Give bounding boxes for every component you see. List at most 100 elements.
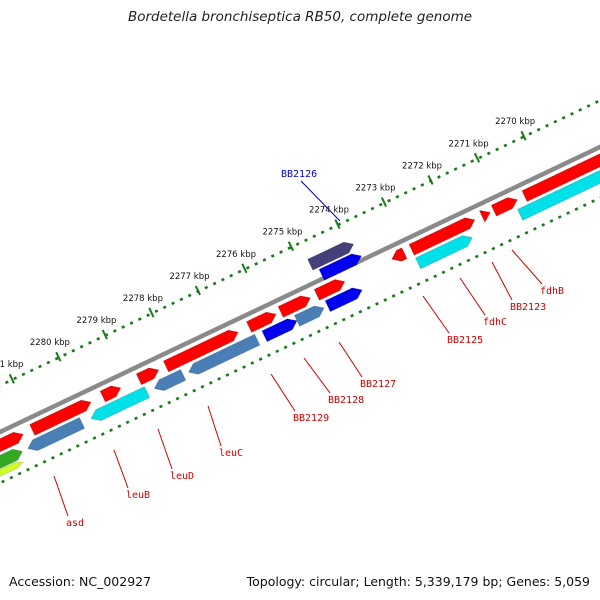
inner-scale-dot [300, 337, 305, 342]
inner-scale-dot [358, 309, 363, 314]
inner-scale-dot [316, 329, 321, 334]
map-title: Bordetella bronchiseptica RB50, complete… [127, 9, 473, 25]
outer-scale-dot [312, 234, 317, 239]
outer-scale-dot [304, 238, 308, 242]
outer-scale-dot [387, 198, 391, 203]
inner-scale-dot [591, 199, 595, 204]
inner-scale-dot [483, 250, 487, 255]
tick-label: 2281 kbp [0, 360, 23, 370]
outer-scale-dot [536, 127, 541, 132]
inner-scale-dot [84, 440, 89, 444]
outer-scale-dot [461, 163, 466, 167]
outer-scale-dot [287, 246, 292, 250]
outer-scale-dot [146, 313, 151, 317]
inner-scale-dot [516, 234, 521, 239]
inner-scale-dot [574, 207, 579, 211]
gene-arrow-top [245, 311, 277, 333]
outer-scale-dot [378, 202, 383, 207]
inner-scale-dot [134, 416, 138, 421]
leader-line [459, 277, 486, 316]
accession-text: Accession: NC_002927 [9, 574, 152, 589]
outer-scale-dot [403, 190, 408, 195]
gene-arrow-top [29, 399, 92, 436]
gene-arrow-top [408, 217, 476, 256]
gene-arrow-bottom [188, 333, 261, 375]
gene-arrow-bottom [27, 416, 86, 452]
inner-scale-dot [416, 282, 421, 286]
gene-label: BB2127 [360, 379, 396, 390]
outer-scale-dot [279, 250, 283, 254]
gene-arrow-top [277, 295, 312, 318]
tick-label: 2280 kbp [30, 338, 70, 348]
inner-scale-dot [491, 246, 496, 251]
tick-label: 2276 kbp [216, 250, 256, 260]
genome-summary-text: Topology: circular; Length: 5,339,179 bp… [246, 574, 590, 589]
tick-label: 2278 kbp [123, 294, 163, 304]
gene-arrow-top [521, 153, 600, 203]
outer-scale-dot [486, 151, 491, 156]
outer-scale-dot [586, 104, 591, 108]
inner-scale-dot [508, 238, 512, 243]
outer-scale-dot [154, 309, 159, 314]
major-tick [241, 263, 248, 274]
inner-scale-dot [242, 365, 246, 369]
gene-arrow-top [135, 367, 160, 386]
outer-scale-dot [578, 108, 583, 112]
leader-line [157, 428, 173, 470]
inner-scale-dot [117, 424, 122, 429]
outer-scale-dot [137, 317, 142, 321]
inner-scale-dot [391, 294, 396, 298]
inner-scale-dot [167, 400, 172, 405]
gene-label: leuC [219, 448, 243, 459]
inner-scale-dot [109, 428, 113, 432]
inner-scale-dot [449, 266, 454, 271]
inner-scale-dot [375, 302, 379, 306]
outer-scale-dot [171, 301, 175, 306]
tick-label: 2275 kbp [262, 228, 302, 238]
leader-line [300, 180, 341, 222]
outer-tick-dots [0, 100, 599, 387]
inner-scale-dot [541, 223, 546, 227]
outer-scale-dot [370, 206, 375, 211]
gene-arrow-top [391, 247, 408, 262]
gene-label: leuB [126, 490, 150, 501]
gene-label: fdhB [540, 286, 564, 297]
inner-scale-dot [474, 254, 479, 259]
outer-scale-dot [453, 167, 458, 171]
leader-line [422, 295, 450, 334]
inner-scale-dot [59, 452, 64, 456]
inner-scale-dot [267, 353, 271, 357]
inner-scale-dot [250, 361, 255, 365]
outer-scale-dot [229, 273, 234, 278]
leader-line [53, 475, 69, 517]
outer-scale-dot [395, 194, 400, 199]
gene-arrow-bb2126 [318, 253, 363, 281]
major-tick [473, 152, 481, 163]
outer-scale-dot [220, 277, 225, 282]
inner-scale-dot [26, 467, 30, 472]
outer-scale-dot [478, 155, 483, 160]
inner-scale-dot [75, 444, 80, 448]
gene-arrow-bottom [324, 287, 363, 313]
inner-scale-dot [441, 270, 446, 275]
outer-scale-dot [13, 376, 18, 381]
outer-scale-dot [54, 356, 59, 361]
outer-scale-dot [511, 139, 516, 144]
gene-arrow-top [99, 385, 122, 403]
major-tick [194, 285, 201, 296]
tick-label: 2279 kbp [76, 316, 116, 326]
outer-scale-dot [4, 380, 9, 385]
leader-line [270, 373, 296, 412]
major-tick [101, 329, 108, 340]
inner-scale-dot [408, 286, 413, 290]
inner-scale-dot [532, 227, 537, 231]
major-tick [334, 219, 341, 230]
outer-scale-dot [129, 321, 134, 325]
tick-label: 2277 kbp [169, 272, 209, 282]
inner-scale-dot [283, 345, 288, 350]
inner-scale-dot [366, 305, 371, 310]
gene-arrow-bottom [90, 386, 151, 422]
inner-scale-dot [159, 404, 163, 409]
inner-scale-dot [291, 341, 296, 346]
outer-scale-dot [295, 242, 300, 246]
